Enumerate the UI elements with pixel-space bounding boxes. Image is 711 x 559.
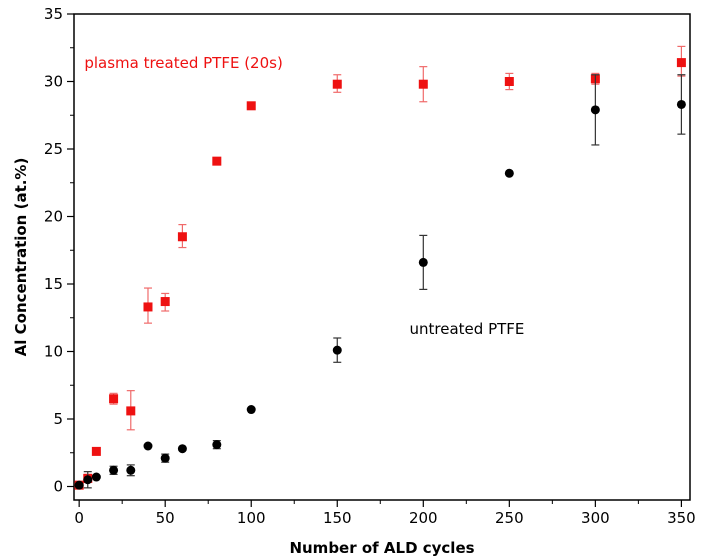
x-tick-label: 150 xyxy=(323,509,352,527)
data-point xyxy=(160,297,170,307)
data-point xyxy=(143,441,153,451)
plot-border xyxy=(73,13,691,501)
data-point xyxy=(504,168,514,178)
x-axis-title: Number of ALD cycles xyxy=(289,539,474,557)
data-point xyxy=(212,156,222,166)
data-point xyxy=(332,345,342,355)
data-point xyxy=(418,79,428,89)
data-point xyxy=(83,475,93,485)
x-tick-label: 0 xyxy=(74,509,84,527)
data-point xyxy=(246,405,256,415)
data-point xyxy=(676,99,686,109)
data-point xyxy=(160,453,170,463)
series-untreated xyxy=(74,74,686,490)
data-point xyxy=(246,101,256,111)
data-point xyxy=(332,79,342,89)
annotations: plasma treated PTFE (20s) untreated PTFE xyxy=(84,54,524,338)
data-point xyxy=(91,446,101,456)
x-tick-label: 50 xyxy=(156,509,175,527)
data-point xyxy=(91,472,101,482)
x-tick-label: 350 xyxy=(667,509,696,527)
y-tick-label: 25 xyxy=(44,140,63,158)
x-axis: 0 50 100 150 200 250 300 350 xyxy=(74,500,696,527)
y-tick-label: 5 xyxy=(53,410,63,428)
x-tick-label: 250 xyxy=(495,509,524,527)
data-point xyxy=(504,77,514,86)
data-point xyxy=(74,480,84,490)
data-point xyxy=(676,58,686,68)
data-point xyxy=(177,232,187,242)
y-tick-label: 35 xyxy=(44,5,63,23)
data-point xyxy=(126,465,136,475)
data-point xyxy=(418,257,428,267)
x-tick-label: 200 xyxy=(409,509,438,527)
y-tick-label: 20 xyxy=(44,208,63,226)
annotation-plasma-treated: plasma treated PTFE (20s) xyxy=(84,54,283,72)
data-point xyxy=(590,105,600,115)
annotation-untreated: untreated PTFE xyxy=(410,320,525,338)
y-tick-label: 15 xyxy=(44,275,63,293)
series-layer xyxy=(74,45,686,490)
x-tick-label: 300 xyxy=(581,509,610,527)
data-point xyxy=(109,394,119,404)
y-tick-label: 10 xyxy=(44,343,63,361)
data-point xyxy=(126,406,136,416)
plot-frame xyxy=(73,13,691,501)
y-tick-label: 0 xyxy=(53,478,63,496)
data-point xyxy=(177,444,187,454)
y-axis: 0 5 10 15 20 25 30 35 xyxy=(44,5,74,496)
y-tick-label: 30 xyxy=(44,73,63,91)
y-axis-title: Al Concentration (at.%) xyxy=(12,158,30,357)
data-point xyxy=(143,302,153,312)
x-tick-label: 100 xyxy=(237,509,266,527)
data-point xyxy=(109,465,119,475)
data-point xyxy=(212,440,222,450)
